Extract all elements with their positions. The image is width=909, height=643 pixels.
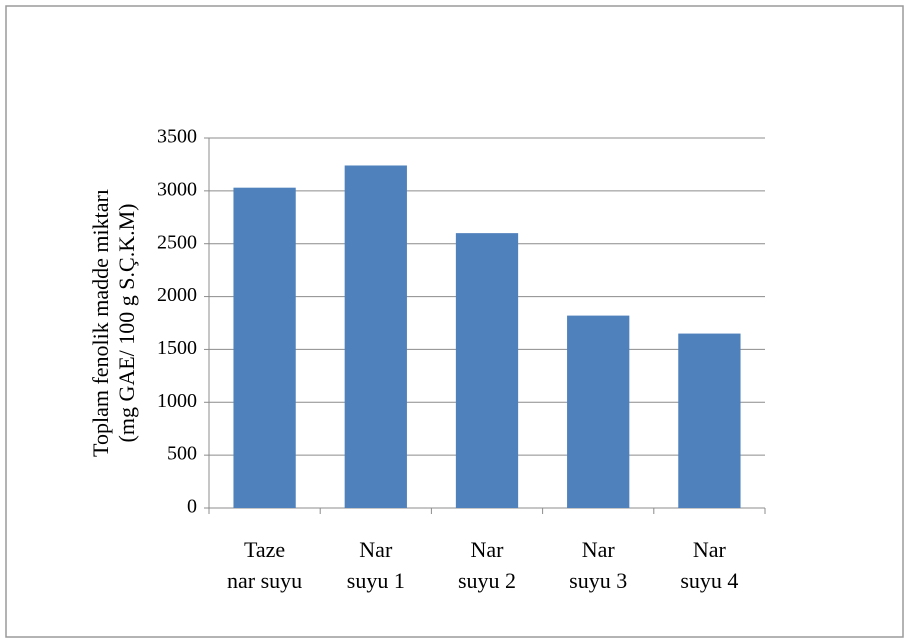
y-axis-label: (mg GAE/ 100 g S.Ç.K.M) — [114, 204, 139, 443]
x-tick-label: suyu 1 — [347, 568, 405, 593]
x-tick-label: Taze — [244, 537, 285, 562]
y-tick-label: 0 — [187, 496, 197, 518]
x-tick-label: Nar — [693, 537, 727, 562]
x-tick-label: Nar — [471, 537, 505, 562]
bar — [455, 233, 519, 508]
bar — [567, 315, 630, 508]
y-tick-label: 1500 — [157, 337, 197, 359]
x-tick-label: suyu 4 — [680, 568, 738, 593]
bar — [233, 187, 296, 508]
x-tick-label: suyu 2 — [458, 568, 516, 593]
y-tick-label: 3000 — [157, 178, 197, 200]
bar — [678, 333, 741, 508]
y-tick-label: 2500 — [157, 231, 197, 253]
x-tick-label: Nar — [359, 537, 393, 562]
chart-frame — [5, 5, 904, 638]
y-tick-label: 2000 — [157, 284, 197, 306]
x-tick-label: Nar — [582, 537, 616, 562]
bar — [344, 165, 407, 508]
x-tick-label: suyu 3 — [569, 568, 627, 593]
x-tick-label: nar suyu — [227, 568, 302, 593]
y-axis-label: Toplam fenolik madde miktarı — [88, 189, 113, 457]
y-tick-label: 500 — [167, 443, 197, 465]
y-tick-label: 1000 — [157, 390, 197, 412]
y-tick-label: 3500 — [157, 126, 197, 148]
